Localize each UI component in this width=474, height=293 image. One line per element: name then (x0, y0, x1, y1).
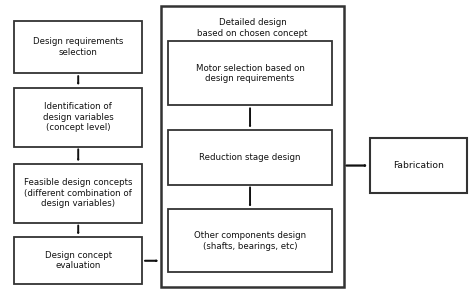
Text: Other components design
(shafts, bearings, etc): Other components design (shafts, bearing… (194, 231, 306, 251)
FancyBboxPatch shape (168, 41, 332, 105)
Text: Identification of
design variables
(concept level): Identification of design variables (conc… (43, 102, 114, 132)
FancyBboxPatch shape (168, 209, 332, 272)
Text: Feasible design concepts
(different combination of
design variables): Feasible design concepts (different comb… (24, 178, 132, 208)
Text: Design requirements
selection: Design requirements selection (33, 37, 123, 57)
FancyBboxPatch shape (14, 88, 142, 146)
Text: Detailed design
based on chosen concept: Detailed design based on chosen concept (197, 18, 308, 38)
FancyBboxPatch shape (161, 6, 344, 287)
FancyBboxPatch shape (14, 237, 142, 284)
FancyBboxPatch shape (370, 138, 467, 193)
FancyBboxPatch shape (168, 130, 332, 185)
FancyBboxPatch shape (14, 164, 142, 223)
Text: Fabrication: Fabrication (393, 161, 444, 170)
Text: Design concept
evaluation: Design concept evaluation (45, 251, 112, 270)
Text: Motor selection based on
design requirements: Motor selection based on design requirem… (196, 64, 304, 83)
FancyBboxPatch shape (14, 21, 142, 73)
Text: Reduction stage design: Reduction stage design (199, 153, 301, 162)
